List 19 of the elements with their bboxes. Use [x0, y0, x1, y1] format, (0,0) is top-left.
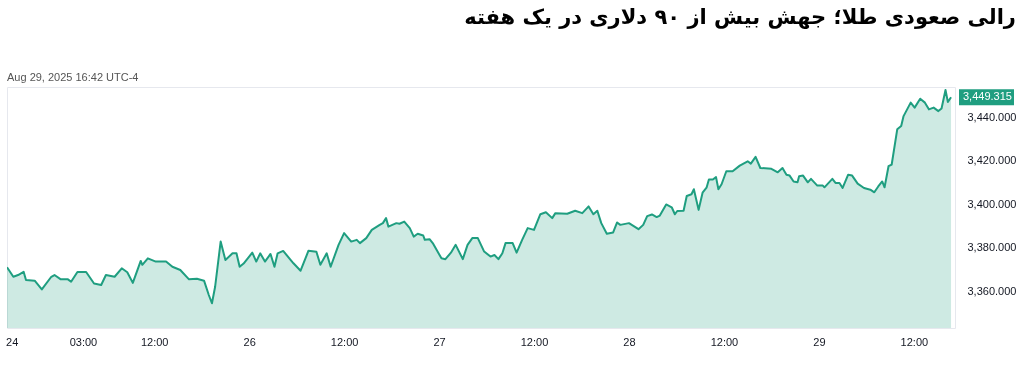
text: 3,449.315 [963, 90, 1012, 103]
x-tick-label: 24 [6, 335, 19, 348]
x-tick-label: 29 [813, 335, 826, 348]
x-tick-label: 12:00 [520, 335, 549, 348]
x-tick-label: 27 [433, 335, 446, 348]
x-tick-label: 26 [243, 335, 256, 348]
y-tick-label: 3,360.000 [967, 284, 1017, 297]
x-tick-label: 12:00 [140, 335, 169, 348]
y-tick-label: 3,440.000 [967, 110, 1017, 123]
x-tick-label: 12:00 [330, 335, 359, 348]
x-tick-label: 03:00 [69, 335, 98, 348]
x-tick-label: 12:00 [710, 335, 739, 348]
x-tick-label: 12:00 [900, 335, 929, 348]
y-tick-label: 3,380.000 [967, 241, 1017, 254]
y-tick-label: 3,420.000 [967, 154, 1017, 167]
x-tick-label: 28 [623, 335, 636, 348]
text: Aug 29, 2025 16:42 UTC-4 [7, 71, 139, 83]
chart-title: رالی صعودی طلا؛ جهش بیش از ۹۰ دلاری در یک هفته [464, 5, 1016, 29]
y-tick-label: 3,400.000 [967, 197, 1017, 210]
